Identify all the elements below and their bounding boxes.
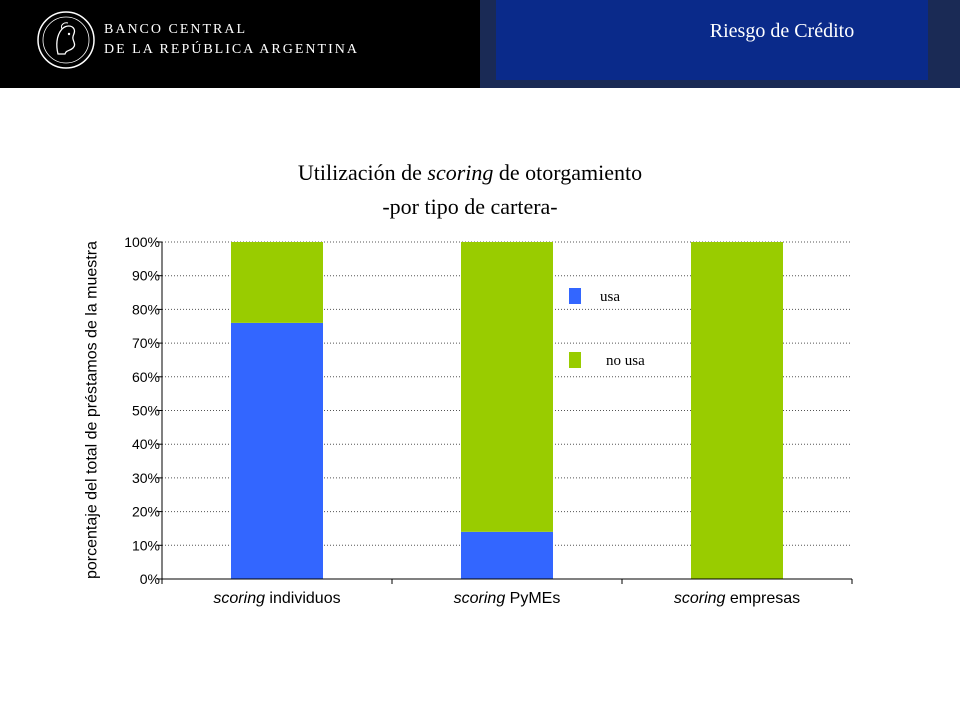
y-tick-label: 0% <box>140 571 160 587</box>
legend-label: usa <box>600 289 620 305</box>
y-tick-label: 40% <box>132 436 160 452</box>
x-tick-label: scoring PyMEs <box>454 590 561 607</box>
bar-segment-usa <box>461 531 553 579</box>
y-tick-label: 30% <box>132 470 160 486</box>
header-edge <box>928 0 960 88</box>
bar-segment-usa <box>231 322 323 579</box>
y-tick-label: 20% <box>132 504 160 520</box>
legend-swatch <box>569 352 581 368</box>
bank-name-line2: DE LA REPÚBLICA ARGENTINA <box>104 42 359 57</box>
legend-swatch <box>569 288 581 304</box>
y-tick-label: 50% <box>132 403 160 419</box>
bank-name-line1: BANCO CENTRAL <box>104 22 248 37</box>
header-brand-area <box>0 0 480 88</box>
legend-label: no usa <box>606 353 645 369</box>
y-tick-label: 100% <box>124 234 160 250</box>
central-bank-seal-icon <box>37 11 95 69</box>
bar-segment-no-usa <box>231 242 323 323</box>
y-tick-label: 70% <box>132 335 160 351</box>
chart-title-line1: Utilización de scoring de otorgamiento <box>160 160 780 186</box>
header-section-panel <box>496 0 928 80</box>
section-title: Riesgo de Crédito <box>709 20 855 42</box>
y-tick-label: 10% <box>132 537 160 553</box>
y-tick-label: 80% <box>132 301 160 317</box>
y-tick-label: 90% <box>132 268 160 284</box>
x-tick-label: scoring empresas <box>674 590 800 607</box>
bar-segment-no-usa <box>691 242 783 579</box>
x-tick-label: scoring individuos <box>213 590 340 607</box>
chart-title-prefix: Utilización de <box>297 160 428 185</box>
chart-title-line2: -por tipo de cartera- <box>382 194 558 219</box>
y-tick-label: 60% <box>132 369 160 385</box>
chart-title-italic: scoring <box>427 160 494 185</box>
chart-title-suffix: de otorgamiento <box>493 160 643 185</box>
bar-segment-no-usa <box>461 242 553 532</box>
